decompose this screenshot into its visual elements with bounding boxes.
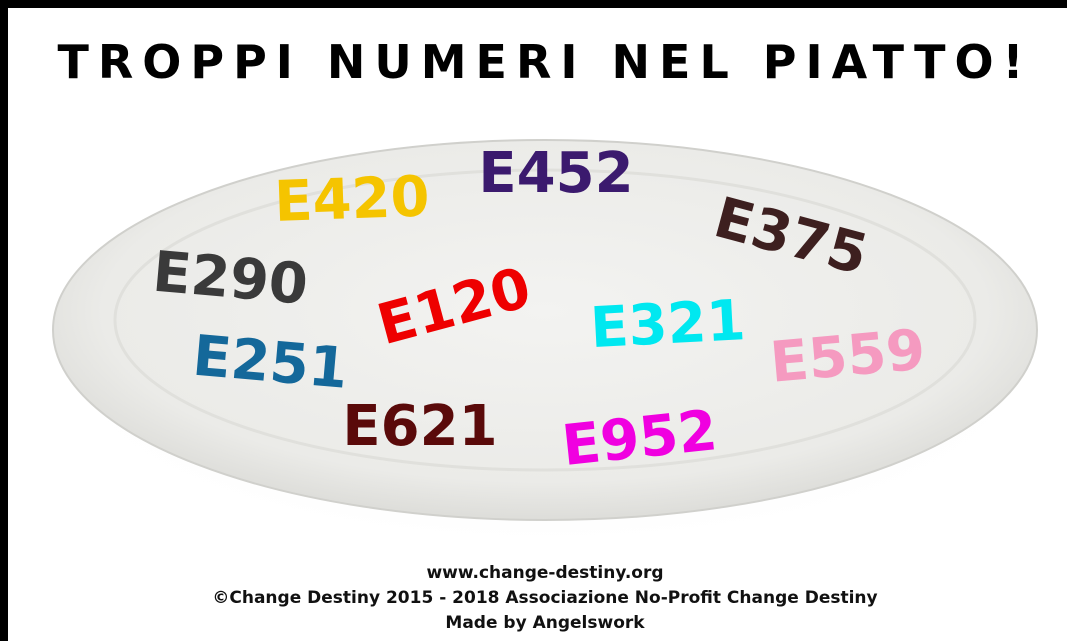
code: E420 bbox=[273, 164, 430, 234]
footer-line: ©Change Destiny 2015 - 2018 Associazione… bbox=[212, 588, 877, 608]
code: E559 bbox=[768, 318, 928, 396]
code: E251 bbox=[190, 324, 350, 402]
code: E452 bbox=[478, 141, 633, 206]
poster: TROPPI NUMERI NEL PIATTO! E420 E452 E375… bbox=[0, 0, 1067, 641]
footer-line: Made by Angelswork bbox=[445, 613, 645, 633]
code: E321 bbox=[589, 288, 747, 361]
title: TROPPI NUMERI NEL PIATTO! bbox=[57, 35, 1032, 89]
code: E290 bbox=[150, 240, 310, 318]
footer-line: www.change-destiny.org bbox=[426, 563, 663, 583]
page: TROPPI NUMERI NEL PIATTO! E420 E452 E375… bbox=[0, 0, 1067, 641]
code: E621 bbox=[342, 394, 497, 459]
